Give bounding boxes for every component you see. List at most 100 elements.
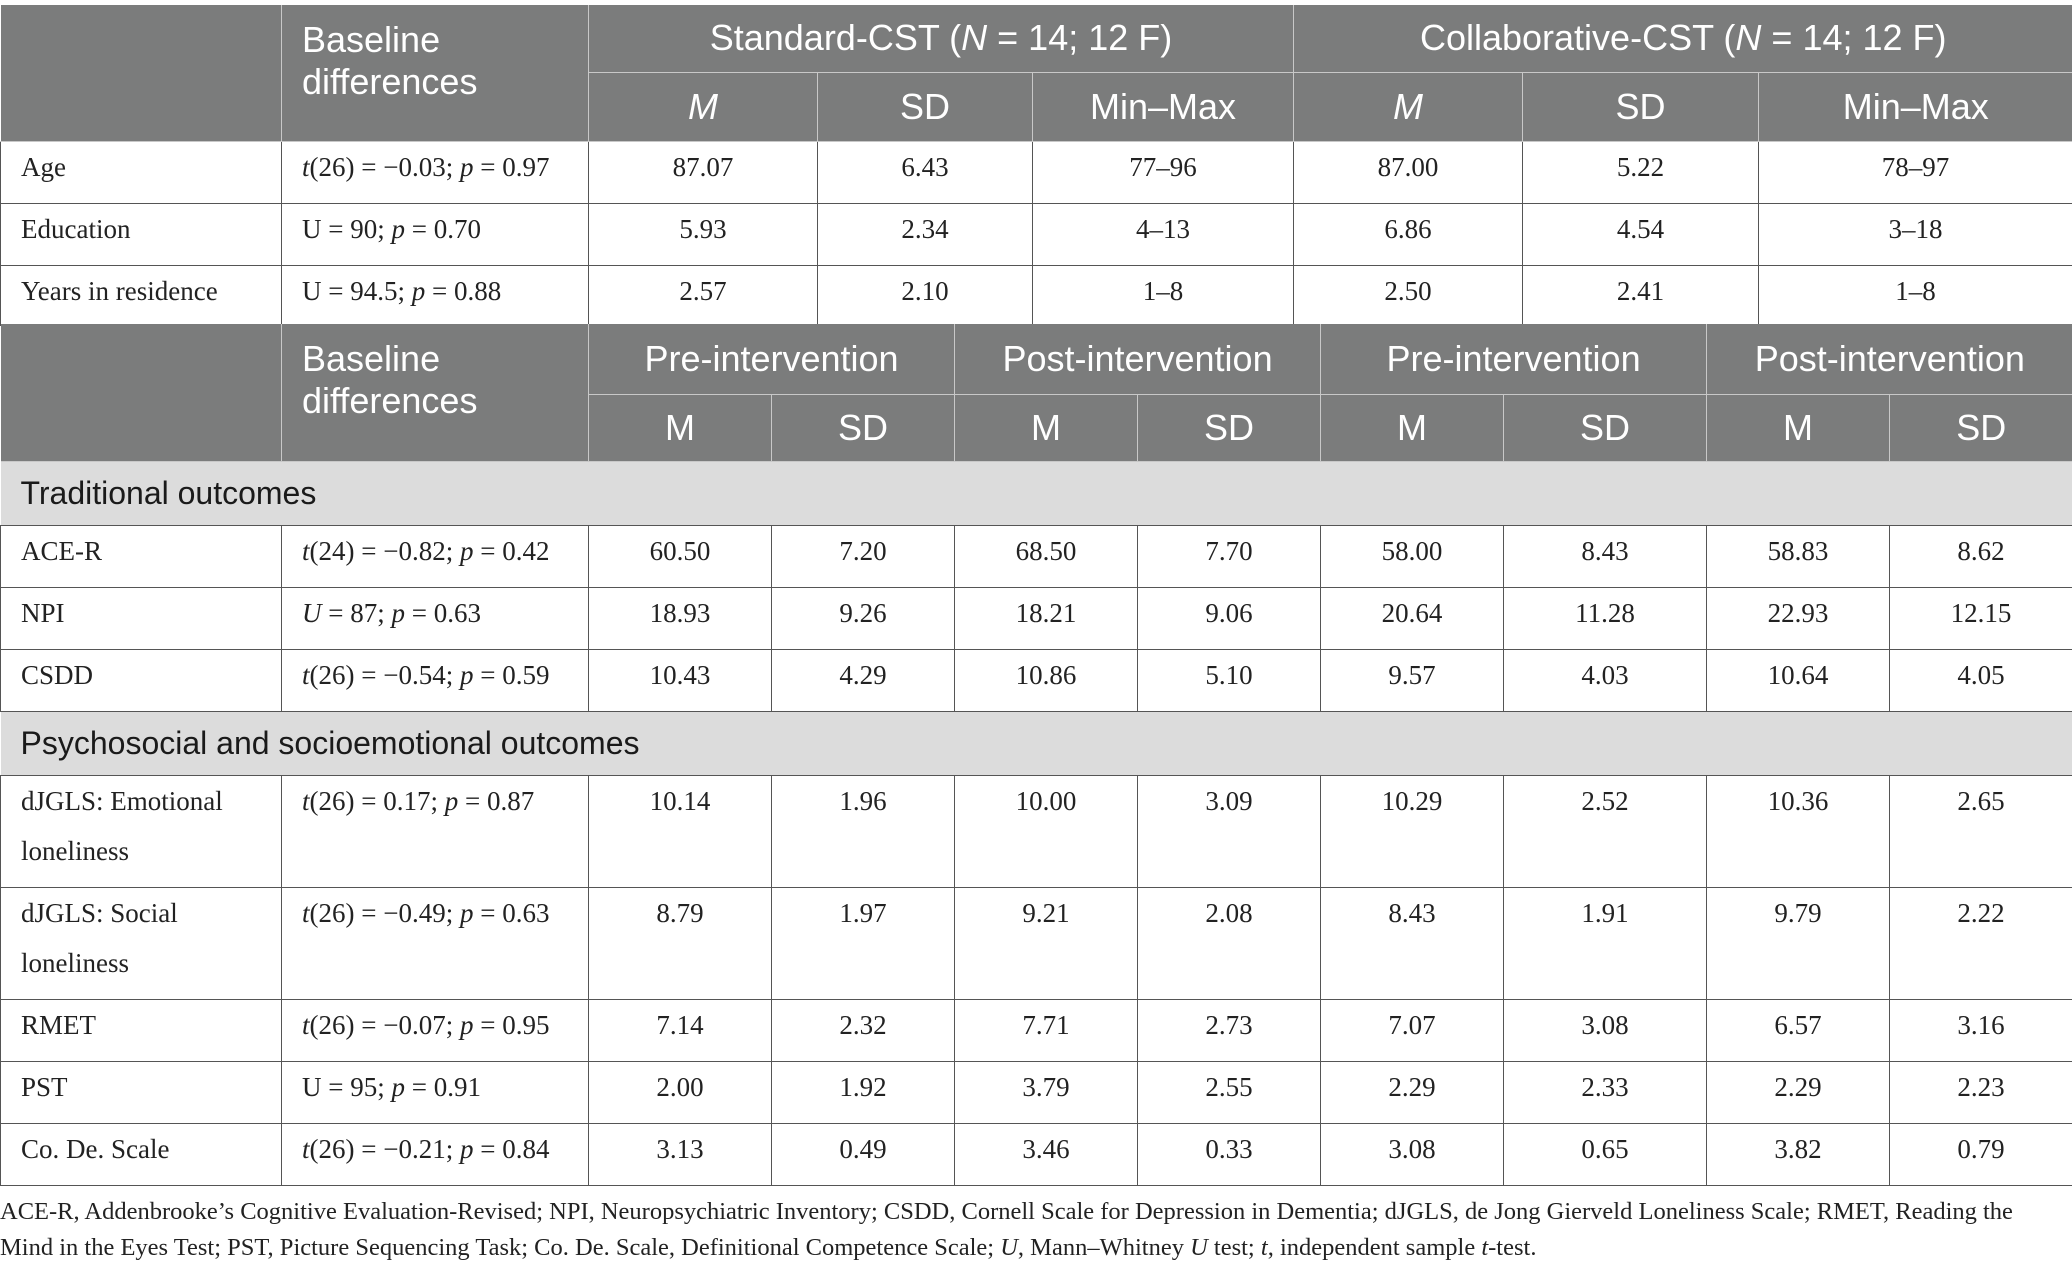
cell: 5.22 — [1522, 140, 1759, 204]
table-row: Co. De. Scale t(26) = −0.21; p = 0.84 3.… — [0, 1122, 2072, 1186]
baseline-stat: U = 94.5; p = 0.88 — [281, 264, 589, 326]
table-row: Years in residence U = 94.5; p = 0.88 2.… — [0, 264, 2072, 326]
table-row: CSDD t(26) = −0.54; p = 0.59 10.43 4.29 … — [0, 648, 2072, 712]
table-row: dJGLS: Social loneliness t(26) = −0.49; … — [0, 886, 2072, 1000]
table-row: NPI U = 87; p = 0.63 18.93 9.26 18.21 9.… — [0, 586, 2072, 650]
row-label: Years in residence — [0, 264, 282, 326]
cell: 2.33 — [1503, 1060, 1708, 1124]
row-label: Co. De. Scale — [0, 1122, 282, 1186]
cell: 2.52 — [1503, 774, 1708, 888]
cell: 3.79 — [954, 1060, 1139, 1124]
header-sd: SD — [1137, 394, 1321, 462]
cell: 7.20 — [770, 524, 956, 588]
cell: 2.55 — [1137, 1060, 1322, 1124]
cell: 5.10 — [1137, 648, 1322, 712]
table-row: Education U = 90; p = 0.70 5.93 2.34 4–1… — [0, 202, 2072, 266]
cell: 8.62 — [1889, 524, 2072, 588]
cell: 2.10 — [817, 264, 1033, 326]
cell: 18.93 — [588, 586, 772, 650]
cell: 7.70 — [1137, 524, 1322, 588]
cell: 87.00 — [1293, 140, 1523, 204]
cell: 18.21 — [954, 586, 1139, 650]
cell: 11.28 — [1503, 586, 1708, 650]
header-collaborative-cst: Collaborative-CST (N = 14; 12 F) — [1293, 5, 2072, 73]
cell: 2.34 — [817, 202, 1033, 266]
header-sd: SD — [770, 394, 955, 462]
cell: 9.26 — [770, 586, 956, 650]
cell: 6.57 — [1706, 998, 1891, 1062]
cell: 4.29 — [770, 648, 956, 712]
baseline-stat: U = 87; p = 0.63 — [281, 586, 589, 650]
cell: 87.07 — [588, 140, 818, 204]
header-sd: SD — [1503, 394, 1707, 462]
cell: 2.22 — [1889, 886, 2072, 1000]
cell: 9.57 — [1320, 648, 1505, 712]
cell: 10.00 — [954, 774, 1139, 888]
cell: 3–18 — [1758, 202, 2072, 266]
header-post-intervention: Post-intervention — [1706, 324, 2072, 395]
row-label: NPI — [0, 586, 282, 650]
table-row: dJGLS: Emotional loneliness t(26) = 0.17… — [0, 774, 2072, 888]
row-label: dJGLS: Social loneliness — [0, 886, 282, 1000]
header-m: M — [588, 72, 818, 142]
header-m: M — [954, 394, 1138, 462]
row-label: ACE-R — [0, 524, 282, 588]
header-blank — [0, 324, 282, 462]
baseline-stat: t(26) = −0.03; p = 0.97 — [281, 140, 589, 204]
cell: 8.43 — [1503, 524, 1708, 588]
cell: 58.00 — [1320, 524, 1505, 588]
baseline-stat: t(24) = −0.82; p = 0.42 — [281, 524, 589, 588]
cell: 60.50 — [588, 524, 772, 588]
cell: 2.29 — [1320, 1060, 1505, 1124]
cell: 2.32 — [770, 998, 956, 1062]
header-post-intervention: Post-intervention — [954, 324, 1321, 395]
cell: 3.82 — [1706, 1122, 1891, 1186]
cell: 6.86 — [1293, 202, 1523, 266]
cell: 10.36 — [1706, 774, 1891, 888]
cell: 12.15 — [1889, 586, 2072, 650]
cell: 7.07 — [1320, 998, 1505, 1062]
cell: 10.43 — [588, 648, 772, 712]
cell: 2.00 — [588, 1060, 772, 1124]
header-pre-intervention: Pre-intervention — [1320, 324, 1707, 395]
cell: 0.65 — [1503, 1122, 1708, 1186]
cell: 3.46 — [954, 1122, 1139, 1186]
cell: 6.43 — [817, 140, 1033, 204]
header-minmax: Min–Max — [1758, 72, 2072, 142]
header-minmax: Min–Max — [1032, 72, 1294, 142]
cell: 2.73 — [1137, 998, 1322, 1062]
cell: 0.33 — [1137, 1122, 1322, 1186]
cell: 10.14 — [588, 774, 772, 888]
cell: 2.65 — [1889, 774, 2072, 888]
row-label: dJGLS: Emotional loneliness — [0, 774, 282, 888]
cell: 3.16 — [1889, 998, 2072, 1062]
section-heading: Psychosocial and socioemotional outcomes — [0, 710, 2072, 776]
cell: 3.08 — [1320, 1122, 1505, 1186]
section-heading: Traditional outcomes — [0, 460, 2072, 526]
header-baseline-differences: Baseline differences — [281, 324, 589, 462]
header-baseline-differences: Baseline differences — [281, 5, 589, 142]
cell: 7.71 — [954, 998, 1139, 1062]
cell: 8.43 — [1320, 886, 1505, 1000]
cell: 5.93 — [588, 202, 818, 266]
cell: 2.29 — [1706, 1060, 1891, 1124]
cell: 2.41 — [1522, 264, 1759, 326]
cell: 22.93 — [1706, 586, 1891, 650]
cell: 20.64 — [1320, 586, 1505, 650]
cell: 4.54 — [1522, 202, 1759, 266]
cell: 2.57 — [588, 264, 818, 326]
baseline-stat: t(26) = −0.21; p = 0.84 — [281, 1122, 589, 1186]
table-row: PST U = 95; p = 0.91 2.00 1.92 3.79 2.55… — [0, 1060, 2072, 1124]
cell: 78–97 — [1758, 140, 2072, 204]
cell: 2.50 — [1293, 264, 1523, 326]
cell: 0.79 — [1889, 1122, 2072, 1186]
cell: 9.21 — [954, 886, 1139, 1000]
cell: 8.79 — [588, 886, 772, 1000]
row-label: Education — [0, 202, 282, 266]
outcomes-table: Baseline differences Pre-intervention Po… — [0, 324, 2072, 1186]
header-blank — [0, 5, 282, 142]
header-sd: SD — [1522, 72, 1759, 142]
header-sd: SD — [817, 72, 1033, 142]
cell: 3.09 — [1137, 774, 1322, 888]
cell: 10.29 — [1320, 774, 1505, 888]
